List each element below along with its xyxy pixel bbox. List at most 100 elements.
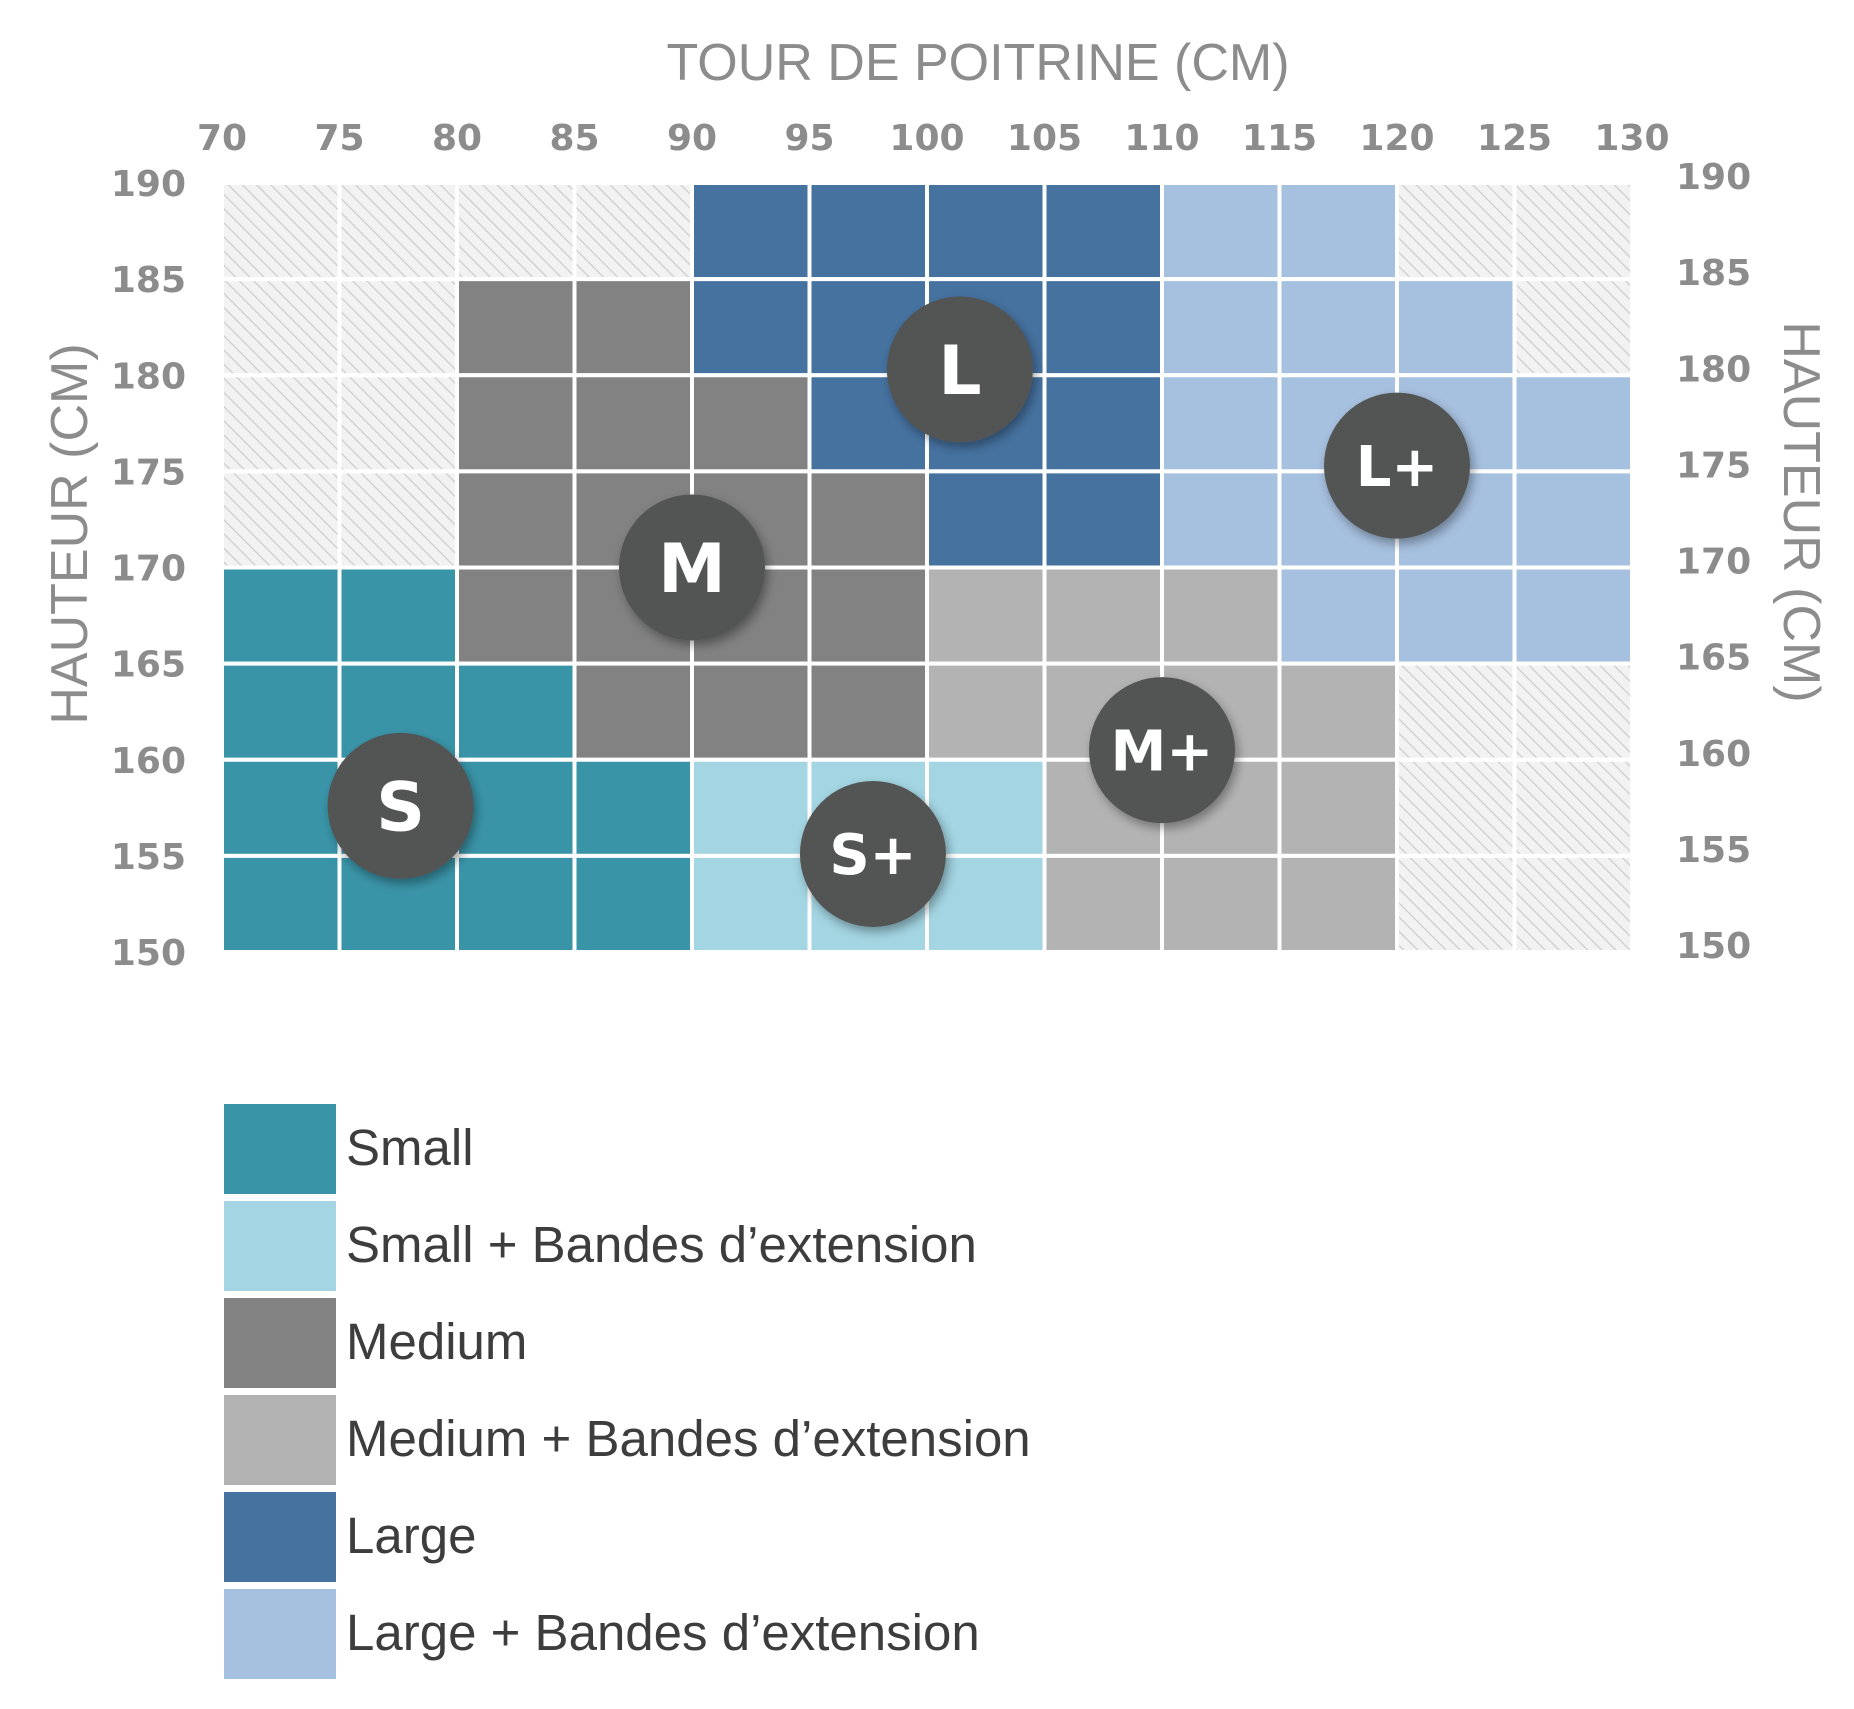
cell-m [807,661,929,762]
cell-m-plus [1277,853,1399,954]
cell-m [807,565,929,666]
legend-label-large-plus: Large + Bandes d’extension [346,1604,980,1661]
y-tick-label-right: 180 [1676,349,1751,390]
badge-label: S+ [829,823,916,888]
cell-m-plus [925,661,1047,762]
legend-swatch-medium [224,1298,336,1388]
cell-l [1042,181,1164,282]
cell-not-applicable [1395,661,1517,762]
legend-label-small-plus: Small + Bandes d’extension [346,1216,977,1273]
y-tick-label-right: 185 [1676,253,1751,294]
y-tick-label-right: 170 [1676,542,1751,583]
cell-l [690,181,812,282]
x-tick-label: 85 [549,118,599,159]
badge-l: L [886,296,1033,443]
cell-not-applicable [1512,181,1634,282]
y-tick-label-right: 175 [1676,445,1751,486]
cell-not-applicable [1512,757,1634,858]
y-tick-label-left: 190 [111,164,186,205]
cell-s [572,757,694,858]
cell-l [1042,373,1164,474]
y-tick-label-right: 165 [1676,638,1751,679]
cell-m-plus [1042,853,1164,954]
cell-l-plus [1277,565,1399,666]
x-tick-label: 80 [432,118,482,159]
cell-l-plus [1160,469,1282,570]
cell-m-plus [1277,661,1399,762]
y-tick-labels-left: 150 155 160 165 170 175 180 185 190 [111,164,186,974]
x-tick-label: 105 [1007,118,1082,159]
size-badges: S S+ M M+ L L+ [327,296,1470,927]
cell-l [690,277,812,378]
cell-m [455,565,577,666]
cell-s [337,565,459,666]
legend-swatch-small [224,1104,336,1194]
legend-swatch-large [224,1492,336,1582]
cell-m-plus [1277,757,1399,858]
cell-m [690,373,812,474]
badge-circle [1324,392,1470,539]
y-tick-label-left: 155 [111,837,186,878]
badge-circle [1089,677,1235,824]
badge-m: M [619,494,765,641]
cell-s-plus [690,757,812,858]
cell-not-applicable [337,373,459,474]
heatmap-cells [220,181,1634,954]
x-tick-label: 90 [667,118,717,159]
cell-l-plus [1160,373,1282,474]
cell-l-plus [1160,277,1282,378]
badge-l-plus: L+ [1324,392,1470,539]
badge-label: L+ [1356,435,1439,500]
y-tick-label-left: 175 [111,452,186,493]
cell-l-plus [1512,373,1634,474]
cell-m [455,373,577,474]
x-axis-title: TOUR DE POITRINE (CM) [666,34,1289,92]
cell-not-applicable [220,469,342,570]
cell-l-plus [1512,469,1634,570]
y-tick-label-right: 150 [1676,926,1751,967]
badge-circle [799,780,946,927]
cell-m [690,661,812,762]
y-tick-label-right: 160 [1676,734,1751,775]
cell-not-applicable [572,181,694,282]
legend-item-small-plus: Small + Bandes d’extension [224,1201,1124,1291]
cell-not-applicable [337,277,459,378]
cell-l [1042,277,1164,378]
cell-m-plus [1160,853,1282,954]
legend-label-large: Large [346,1507,477,1564]
y-tick-label-left: 165 [111,645,186,686]
cell-l [925,469,1047,570]
x-tick-label: 95 [784,118,834,159]
cell-not-applicable [1512,661,1634,762]
cell-m [455,277,577,378]
legend-item-small: Small [224,1104,1124,1194]
y-tick-label-left: 170 [111,549,186,590]
cell-l-plus [1395,277,1517,378]
cell-m [572,277,694,378]
legend-label-medium-plus: Medium + Bandes d’extension [346,1410,1031,1467]
cell-l-plus [1395,565,1517,666]
x-tick-label: 130 [1594,118,1669,159]
legend-item-large: Large [224,1492,1124,1582]
cell-not-applicable [337,469,459,570]
legend-item-medium: Medium [224,1298,1124,1388]
legend-swatch-large-plus [224,1589,336,1679]
badge-s-plus: S+ [799,780,946,927]
y-tick-label-right: 190 [1676,157,1751,198]
badge-label: M+ [1111,719,1214,784]
cell-s [220,853,342,954]
legend-label-small: Small [346,1119,474,1176]
cell-not-applicable [220,277,342,378]
cell-not-applicable [1395,757,1517,858]
cell-not-applicable [1512,853,1634,954]
y-tick-label-left: 180 [111,356,186,397]
badge-s: S [327,732,474,879]
cell-s [220,565,342,666]
y-axis-title-left: HAUTEUR (CM) [41,343,99,724]
cell-not-applicable [1512,277,1634,378]
badge-circle [886,296,1033,443]
cell-s [220,661,342,762]
badge-label: L [938,332,981,411]
badge-label: S [376,768,425,847]
